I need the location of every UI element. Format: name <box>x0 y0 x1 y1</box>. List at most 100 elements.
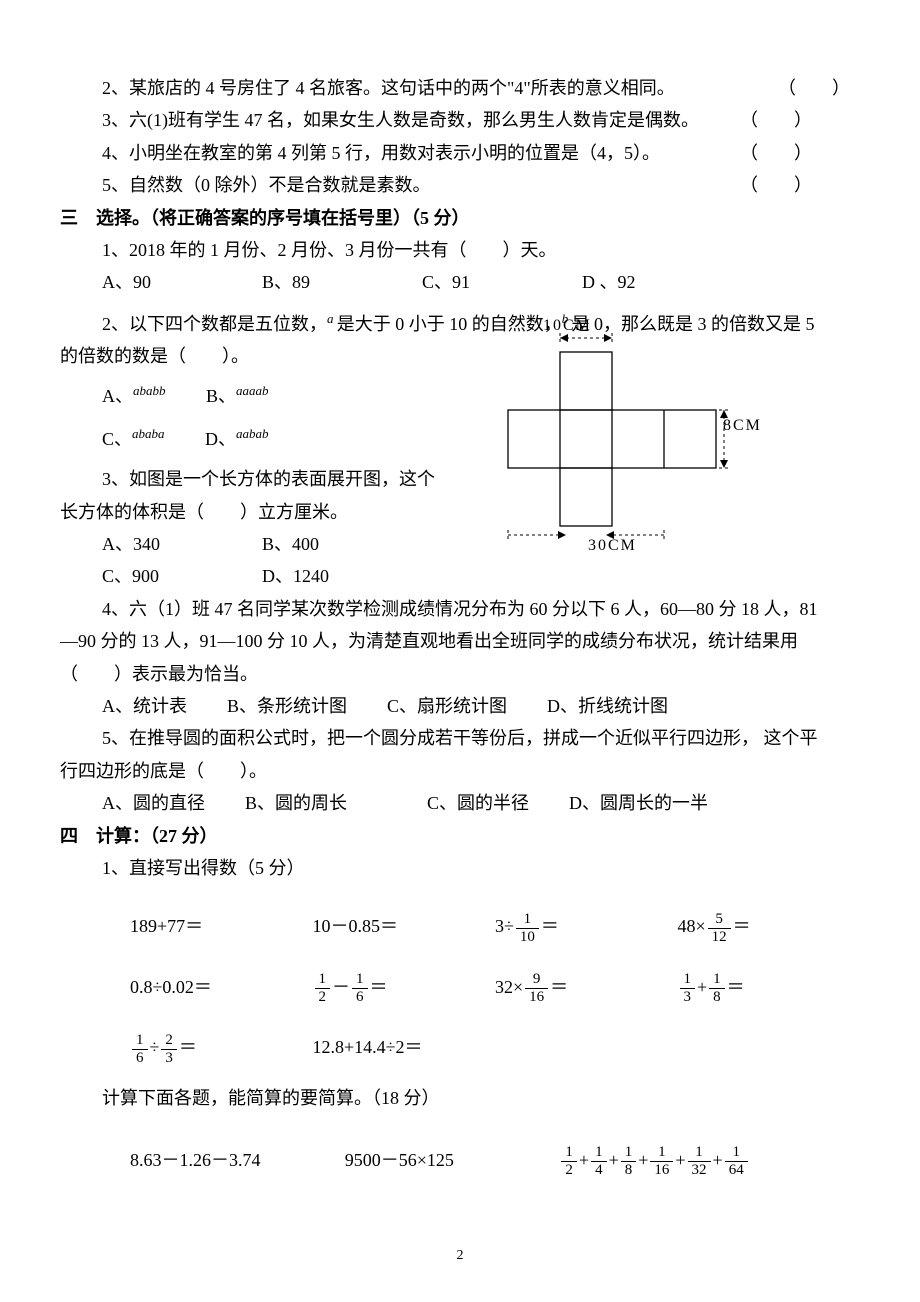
choice-q1-c: C、91 <box>422 266 522 298</box>
choice-q5-options: A、圆的直径 B、圆的周长 C、圆的半径 D、圆周长的一半 <box>60 787 860 819</box>
calc-r1c1: 189+77＝ <box>130 910 313 944</box>
calc-r1c3: 3÷110＝ <box>495 910 678 944</box>
section-three-heading: 三 选择。（将正确答案的序号填在括号里）（5 分） <box>60 202 860 234</box>
choice-q5-c: C、圆的半径 <box>427 787 529 819</box>
cuboid-net-diagram: 10CM 8CM 30CM <box>488 318 848 562</box>
div: ÷ <box>150 1037 160 1057</box>
choice-q5-a: A、圆的直径 <box>102 787 205 819</box>
choice-q2-b-val: aaaab <box>236 383 269 398</box>
calc-r1c4-b: ＝ <box>733 916 751 936</box>
judge-q5-text: 5、自然数（0 除外）不是合数就是素数。 <box>102 175 431 195</box>
frac-n: 1 <box>516 912 539 929</box>
choice-q1-options: A、90 B、89 C、91 D 、92 <box>60 266 860 298</box>
choice-q4-l1: 4、六（1）班 47 名同学某次数学检测成绩情况分布为 60 分以下 6 人，6… <box>60 593 860 625</box>
frac-n: 1 <box>352 972 368 989</box>
choice-q5-l2: 行四边形的底是（ ）。 <box>60 755 860 787</box>
calc-sub1: 1、直接写出得数（5 分） <box>60 852 860 884</box>
choice-q2-c-lbl: C、 <box>102 429 132 449</box>
choice-q2-var-a: a <box>327 311 337 326</box>
judge-q2-text: 2、某旅店的 4 号房住了 4 名旅客。这句话中的两个"4"所表的意义相同。 <box>102 78 675 98</box>
calc-sub2: 计算下面各题，能简算的要简算。（18 分） <box>60 1082 860 1114</box>
calc-row4: 8.63－1.26－3.74 9500－56×125 12+14+18+116+… <box>60 1144 860 1178</box>
frac-n: 5 <box>708 912 731 929</box>
calc-row3: 16÷23＝ 12.8+14.4÷2＝ <box>60 1031 860 1065</box>
frac-d: 3 <box>680 989 696 1005</box>
choice-q2-a-lbl: A、 <box>102 386 133 406</box>
frac-n: 9 <box>525 972 548 989</box>
judge-q5: 5、自然数（0 除外）不是合数就是素数。 （ ） <box>60 169 860 201</box>
calc-r4c2: 9500－56×125 <box>345 1144 560 1178</box>
calc-r1c3-b: ＝ <box>541 916 559 936</box>
judge-q2-paren: （ ） <box>778 72 850 104</box>
judge-q4-paren: （ ） <box>740 137 812 169</box>
calc-r3c1: 16÷23＝ <box>130 1031 313 1065</box>
calc-r4c1: 8.63－1.26－3.74 <box>130 1144 345 1178</box>
label-8cm: 8CM <box>723 412 762 441</box>
frac-icon: 13 <box>680 972 696 1005</box>
frac-d: 8 <box>709 989 725 1005</box>
frac-d: 16 <box>525 989 548 1005</box>
page-number: 2 <box>0 1243 920 1268</box>
choice-q3-opts-cd: C、900 D、1240 <box>60 560 860 592</box>
calc-row2: 0.8÷0.02＝ 12－16＝ 32×916＝ 13+18＝ <box>60 971 860 1005</box>
choice-q3-b: B、400 <box>262 528 362 560</box>
choice-q2-b-lbl: B、 <box>206 386 236 406</box>
choice-q4-a: A、统计表 <box>102 690 187 722</box>
choice-q1-d: D 、92 <box>582 266 682 298</box>
calc-r1c3-a: 3÷ <box>495 916 514 936</box>
judge-q3: 3、六(1)班有学生 47 名，如果女生人数是奇数，那么男生人数肯定是偶数。 （… <box>60 104 860 136</box>
choice-q5-l1: 5、在推导圆的面积公式时，把一个圆分成若干等份后，拼成一个近似平行四边形， 这个… <box>60 722 860 754</box>
frac-d: 6 <box>352 989 368 1005</box>
label-10cm: 10CM <box>543 312 592 341</box>
choice-q5-b: B、圆的周长 <box>245 787 347 819</box>
calc-r1c4: 48×512＝ <box>678 910 861 944</box>
calc-r2c4: 13+18＝ <box>678 971 861 1005</box>
eq: ＝ <box>727 977 745 997</box>
choice-q4-d: D、折线统计图 <box>547 690 668 722</box>
choice-q5-d: D、圆周长的一半 <box>569 787 708 819</box>
frac-n: 1 <box>132 1033 148 1050</box>
calc-r2c1: 0.8÷0.02＝ <box>130 971 313 1005</box>
choice-q4-c: C、扇形统计图 <box>387 690 507 722</box>
eq: ＝ <box>370 977 388 997</box>
frac-n: 2 <box>161 1033 177 1050</box>
choice-q2-before: 2、以下四个数都是五位数， <box>102 314 327 334</box>
judge-q4-text: 4、小明坐在教室的第 4 列第 5 行，用数对表示小明的位置是（4，5）。 <box>102 143 660 163</box>
frac-icon: 12 <box>315 972 331 1005</box>
frac-n: 1 <box>680 972 696 989</box>
choice-q2-d-lbl: D、 <box>205 429 236 449</box>
frac-icon: 16 <box>132 1033 148 1066</box>
calc-r4c3: 12+14+18+116+132+164 <box>559 1144 860 1178</box>
judge-q2: 2、某旅店的 4 号房住了 4 名旅客。这句话中的两个"4"所表的意义相同。 （… <box>60 72 860 104</box>
choice-q4-l3: （ ）表示最为恰当。 <box>60 658 860 690</box>
judge-q4: 4、小明坐在教室的第 4 列第 5 行，用数对表示小明的位置是（4，5）。 （ … <box>60 137 860 169</box>
choice-q2-c-val: ababa <box>132 426 165 441</box>
section-four-heading: 四 计算：（27 分） <box>60 820 860 852</box>
choice-q1-a: A、90 <box>102 266 202 298</box>
choice-q1: 1、2018 年的 1 月份、2 月份、3 月份一共有（ ）天。 <box>60 234 860 266</box>
frac-d: 12 <box>708 929 731 945</box>
frac-icon: 23 <box>161 1033 177 1066</box>
frac-icon: 110 <box>516 912 539 945</box>
calc-r1c2: 10－0.85＝ <box>313 910 496 944</box>
minus: － <box>332 977 350 997</box>
judge-q3-text: 3、六(1)班有学生 47 名，如果女生人数是奇数，那么男生人数肯定是偶数。 <box>102 110 699 130</box>
frac-d: 2 <box>315 989 331 1005</box>
frac-icon: 512 <box>708 912 731 945</box>
frac-d: 3 <box>161 1050 177 1066</box>
eq: ＝ <box>179 1037 197 1057</box>
judge-q5-paren: （ ） <box>740 169 812 201</box>
choice-q4-options: A、统计表 B、条形统计图 C、扇形统计图 D、折线统计图 <box>60 690 860 722</box>
frac-d: 6 <box>132 1050 148 1066</box>
choice-q3-a: A、340 <box>102 528 202 560</box>
calc-r2c3-a: 32× <box>495 977 523 997</box>
frac-icon: 916 <box>525 972 548 1005</box>
frac-icon: 18 <box>709 972 725 1005</box>
frac-icon: 16 <box>352 972 368 1005</box>
calc-r2c3: 32×916＝ <box>495 971 678 1005</box>
choice-q2-a-val: ababb <box>133 383 166 398</box>
frac-n: 1 <box>315 972 331 989</box>
calc-r3c2: 12.8+14.4÷2＝ <box>313 1031 496 1065</box>
calc-r2c2: 12－16＝ <box>313 971 496 1005</box>
judge-q3-paren: （ ） <box>740 104 812 136</box>
